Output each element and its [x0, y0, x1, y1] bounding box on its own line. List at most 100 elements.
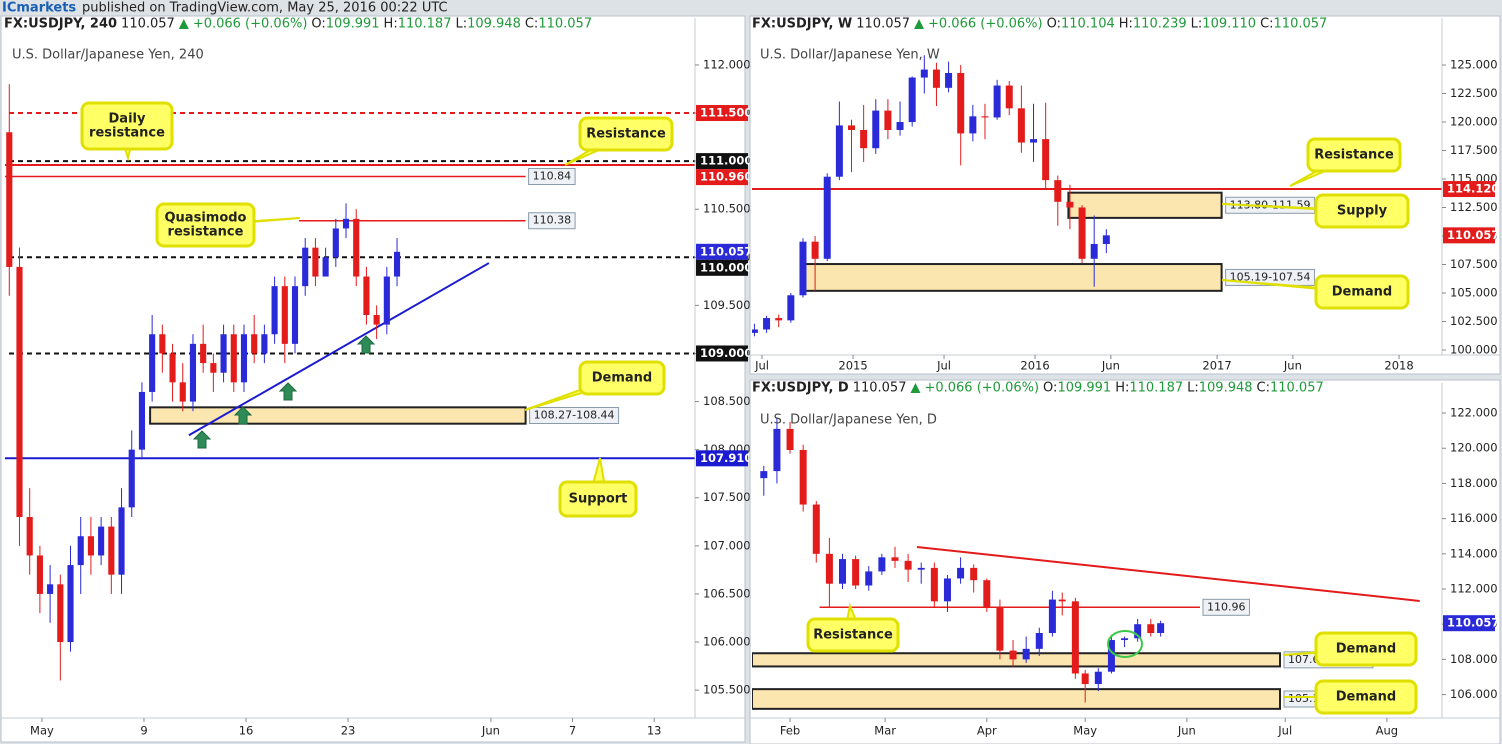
candle-body — [373, 315, 380, 325]
price-badge-label: 109.000 — [700, 346, 752, 360]
candle-body — [896, 122, 904, 130]
stat-key: O: — [1043, 381, 1057, 396]
plot — [752, 55, 1442, 337]
value-tag-box — [528, 212, 576, 230]
candle-body — [981, 116, 989, 118]
price-badge-label: 110.057 — [700, 244, 752, 258]
candle-body — [179, 382, 186, 402]
candle-body — [1071, 601, 1079, 674]
candle-body — [220, 334, 227, 373]
candle-body — [1102, 235, 1110, 244]
y-tick-label: 105.000 — [1450, 285, 1498, 299]
stat-value: 109.991 — [326, 17, 380, 32]
stat-key: L: — [1187, 381, 1199, 396]
candle-body — [787, 295, 795, 321]
callout-text: Daily — [109, 112, 146, 127]
stat-value: 110.057 — [1270, 381, 1324, 396]
trendline — [188, 262, 490, 437]
stat-key: C: — [525, 17, 538, 32]
candle-body — [240, 334, 248, 383]
price-badge — [696, 243, 748, 260]
stat-value: 110.104 — [1061, 17, 1115, 32]
highlight-circle — [1107, 630, 1143, 658]
candle-body — [1066, 201, 1074, 208]
candle-body — [261, 334, 268, 354]
zone — [800, 263, 1223, 292]
candle-body — [957, 72, 965, 134]
candle-body — [1022, 648, 1030, 660]
brand: ICmarkets — [2, 1, 76, 16]
candle-body — [904, 560, 912, 570]
value-tag: 110.38 — [533, 214, 572, 227]
candle-body — [996, 606, 1004, 651]
callout-box — [1314, 193, 1410, 229]
stat-value: 110.057 — [1274, 17, 1328, 32]
stat-value: 110.187 — [1129, 381, 1183, 396]
x-tick-label: 2017 — [1202, 359, 1231, 373]
x-tick-label: May — [1073, 724, 1097, 738]
candle-body — [108, 526, 115, 575]
candle-body — [312, 247, 319, 277]
y-tick-label: 106.500 — [703, 586, 751, 600]
marker-arrow — [356, 335, 376, 354]
stat-key: C: — [1257, 381, 1270, 396]
stat-key: H: — [1119, 17, 1133, 32]
stat-value: 110.187 — [398, 17, 452, 32]
candle-body — [812, 504, 820, 554]
candle-body — [969, 116, 977, 134]
value-tag: 110.84 — [533, 170, 572, 183]
y-tick-label: 120.000 — [1450, 441, 1498, 455]
callout-text: resistance — [89, 126, 165, 141]
candle-body — [138, 391, 145, 450]
symbol: FX:USDJPY, W — [752, 17, 852, 32]
price-badge — [696, 153, 748, 170]
candle-body — [251, 334, 258, 354]
chart-title: U.S. Dollar/Japanese Yen, W — [760, 48, 940, 63]
candle-body — [970, 567, 978, 581]
x-tick-label: Aug — [1376, 724, 1398, 738]
candle-body — [786, 428, 794, 450]
up-triangle — [914, 19, 925, 29]
x-tick-label: Apr — [977, 724, 997, 738]
stat-key: O: — [1047, 17, 1061, 32]
stat-value: 109.991 — [1057, 381, 1111, 396]
x-tick-label: Jul — [754, 359, 769, 373]
candle-body — [872, 110, 880, 149]
callout-text: Resistance — [1314, 148, 1394, 163]
last-price: 110.057 — [856, 17, 910, 32]
stat-value: 110.239 — [1133, 17, 1187, 32]
x-tick-label: Mar — [874, 724, 896, 738]
callout-text: Resistance — [586, 127, 666, 142]
candle-body — [835, 125, 843, 177]
callout-text: Quasimodo — [165, 211, 247, 226]
candle-body — [16, 266, 23, 517]
stat-key: L: — [455, 17, 467, 32]
candle-body — [917, 567, 925, 570]
candle-body — [1121, 638, 1129, 641]
x-tick-label: Jun — [1283, 359, 1302, 373]
callout-text: Demand — [592, 371, 653, 386]
stat-value: 109.110 — [1202, 17, 1256, 32]
value-tag: 108.27-108.44 — [534, 409, 615, 422]
y-tick-label: 118.000 — [1450, 476, 1498, 490]
candle-body — [353, 218, 360, 277]
price-badge-label: 110.960 — [700, 170, 752, 184]
price-badge-label: 110.000 — [700, 260, 752, 274]
candle-body — [189, 343, 197, 402]
candle-body — [878, 557, 886, 572]
candle-body — [1157, 623, 1165, 634]
y-tick-label: 112.000 — [703, 57, 751, 71]
candle-body — [1009, 650, 1017, 660]
change: +0.066 (+0.06%) — [924, 381, 1039, 396]
candle-body — [26, 516, 33, 556]
candle-body — [983, 580, 991, 607]
up-triangle — [910, 383, 921, 393]
price-badge — [1443, 181, 1495, 198]
last-price: 110.057 — [853, 381, 907, 396]
price-badge-label: 107.910 — [700, 451, 752, 465]
candle-body — [363, 276, 370, 316]
value-tag-box — [529, 407, 620, 425]
zone — [752, 688, 1281, 710]
candle-body — [865, 571, 873, 586]
y-tick-label: 100.000 — [1450, 342, 1498, 356]
